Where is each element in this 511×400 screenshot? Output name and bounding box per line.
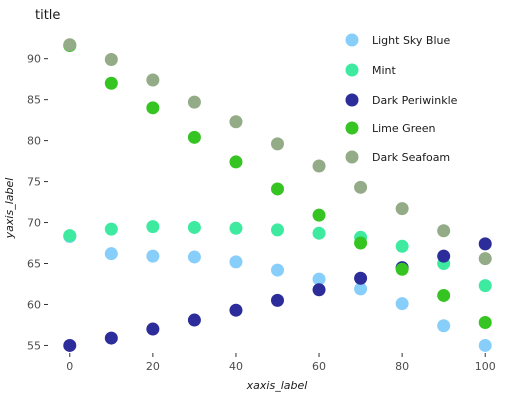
point-light-sky-blue xyxy=(437,319,451,333)
point-dark-periwinkle xyxy=(187,313,201,327)
point-lime-green xyxy=(271,182,284,196)
point-lime-green xyxy=(104,76,118,90)
point-dark-seafoam xyxy=(229,115,243,129)
y-tick-label: 65 xyxy=(27,258,41,271)
point-light-sky-blue xyxy=(271,263,284,277)
point-light-sky-blue xyxy=(354,282,368,296)
point-dark-periwinkle xyxy=(104,331,118,345)
legend-marker-mint xyxy=(345,63,359,77)
point-mint xyxy=(312,226,326,240)
point-lime-green xyxy=(187,130,201,144)
y-axis-title: yaxis_label xyxy=(3,178,16,240)
axis-ticks: 0 20 40 60 80 100 55 60 65 70 75 80 85 90 xyxy=(27,53,496,373)
y-tick-label: 55 xyxy=(27,339,41,352)
data-points xyxy=(63,38,492,352)
legend-marker-dark-seafoam xyxy=(345,150,359,164)
point-dark-seafoam xyxy=(187,95,201,109)
y-tick-label: 60 xyxy=(27,298,41,311)
x-tick-label: 100 xyxy=(475,360,496,373)
point-dark-seafoam xyxy=(104,52,118,66)
point-lime-green xyxy=(312,208,326,222)
point-dark-periwinkle xyxy=(478,237,492,251)
point-dark-seafoam xyxy=(478,252,492,266)
legend-marker-lime-green xyxy=(345,121,359,135)
point-light-sky-blue xyxy=(312,272,326,286)
point-dark-seafoam xyxy=(354,180,368,194)
x-tick-label: 80 xyxy=(395,360,409,373)
point-mint xyxy=(271,223,284,237)
point-dark-seafoam xyxy=(271,137,284,151)
point-light-sky-blue xyxy=(104,247,118,261)
point-dark-seafoam xyxy=(437,224,451,238)
point-lime-green xyxy=(437,288,451,302)
legend-label-lime-green: Lime Green xyxy=(372,122,436,135)
point-dark-seafoam xyxy=(63,38,77,52)
point-light-sky-blue xyxy=(187,250,201,264)
point-mint xyxy=(478,279,492,293)
point-mint xyxy=(395,239,409,253)
point-dark-seafoam xyxy=(146,73,160,87)
legend-label-mint: Mint xyxy=(372,64,397,77)
point-lime-green xyxy=(146,101,160,115)
point-dark-periwinkle xyxy=(437,249,451,263)
point-dark-periwinkle xyxy=(271,293,284,307)
point-light-sky-blue xyxy=(146,249,160,263)
x-tick-label: 0 xyxy=(66,360,73,373)
point-lime-green xyxy=(395,262,409,276)
point-lime-green xyxy=(354,236,368,250)
point-dark-seafoam xyxy=(395,202,409,216)
point-dark-periwinkle xyxy=(354,271,368,285)
x-axis-title: xaxis_label xyxy=(246,379,308,392)
point-light-sky-blue xyxy=(395,297,409,311)
point-dark-periwinkle xyxy=(146,322,160,336)
point-dark-periwinkle xyxy=(63,338,77,352)
x-tick-label: 20 xyxy=(146,360,160,373)
legend: Light Sky Blue Mint Dark Periwinkle Lime Gr… xyxy=(345,33,458,164)
point-lime-green xyxy=(478,316,492,330)
legend-marker-light-sky-blue xyxy=(345,33,359,47)
point-light-sky-blue xyxy=(229,255,243,269)
point-dark-seafoam xyxy=(312,159,326,173)
point-dark-periwinkle xyxy=(312,283,326,297)
x-tick-label: 40 xyxy=(229,360,243,373)
y-tick-label: 90 xyxy=(27,53,41,66)
point-dark-periwinkle xyxy=(229,303,243,317)
legend-label-dark-periwinkle: Dark Periwinkle xyxy=(372,94,458,107)
y-tick-label: 85 xyxy=(27,94,41,107)
point-mint xyxy=(187,220,201,234)
y-tick-label: 70 xyxy=(27,217,41,230)
x-tick-label: 60 xyxy=(312,360,326,373)
legend-marker-dark-periwinkle xyxy=(345,93,359,107)
point-lime-green xyxy=(229,155,243,169)
point-mint xyxy=(63,229,77,243)
chart-title: title xyxy=(35,8,60,23)
point-light-sky-blue xyxy=(478,338,492,352)
point-mint xyxy=(229,221,243,235)
point-mint xyxy=(146,220,160,234)
y-tick-label: 75 xyxy=(27,176,41,189)
legend-label-light-sky-blue: Light Sky Blue xyxy=(372,34,450,47)
point-mint xyxy=(104,222,118,236)
y-tick-label: 80 xyxy=(27,135,41,148)
legend-label-dark-seafoam: Dark Seafoam xyxy=(372,151,450,164)
